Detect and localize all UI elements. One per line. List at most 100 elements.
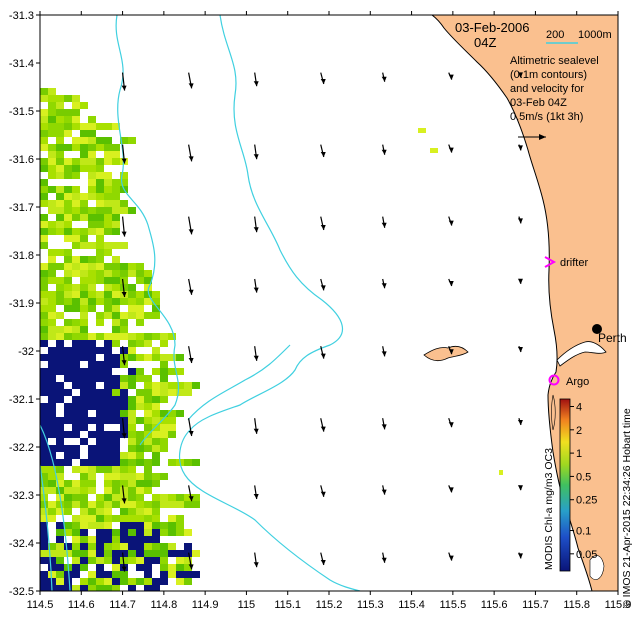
chl-pixel xyxy=(112,473,120,480)
chl-pixel xyxy=(56,228,64,235)
chl-pixel xyxy=(48,88,56,95)
chl-pixel xyxy=(72,522,80,529)
chl-pixel xyxy=(88,473,96,480)
map-date: 03-Feb-2006 xyxy=(455,20,529,35)
chl-pixel xyxy=(88,333,96,340)
x-tick-label: 114.7 xyxy=(109,599,136,611)
chl-pixel xyxy=(112,515,120,522)
chl-pixel xyxy=(96,585,104,591)
chl-pixel xyxy=(64,578,72,585)
chl-pixel xyxy=(176,354,184,361)
velocity-arrow xyxy=(253,346,259,361)
chl-pixel xyxy=(48,459,56,466)
chl-pixel xyxy=(48,102,56,109)
chl-pixel xyxy=(80,424,88,431)
chl-pixel xyxy=(80,557,88,564)
chl-pixel xyxy=(88,578,96,585)
chl-pixel xyxy=(64,347,72,354)
x-tick-label: 114.6 xyxy=(68,599,95,611)
chl-pixel xyxy=(64,158,72,165)
chl-pixel xyxy=(72,571,80,578)
chl-pixel xyxy=(144,333,152,340)
chl-pixel xyxy=(176,410,184,417)
chl-pixel xyxy=(136,543,144,550)
chl-pixel xyxy=(72,207,80,214)
chl-pixel xyxy=(80,235,88,242)
chl-pixel xyxy=(88,193,96,200)
chl-pixel xyxy=(40,578,48,585)
chl-pixel xyxy=(136,522,144,529)
chl-pixel xyxy=(128,305,136,312)
colorbar-ticks: 0.05 0.1 0.25 0.5 1 2 4 xyxy=(570,402,597,561)
velocity-arrow xyxy=(188,278,194,295)
chl-pixel xyxy=(128,438,136,445)
chl-pixel xyxy=(144,508,152,515)
velocity-arrow xyxy=(517,552,523,559)
chl-pixel xyxy=(48,424,56,431)
chl-pixel xyxy=(144,298,152,305)
chl-pixel xyxy=(112,291,120,298)
chl-pixel xyxy=(184,571,192,578)
chl-pixel xyxy=(40,522,48,529)
chl-pixel xyxy=(72,340,80,347)
chl-pixel xyxy=(40,515,48,522)
chl-pixel xyxy=(136,333,144,340)
chl-pixel xyxy=(96,571,104,578)
colorbar-tick-label: 0.5 xyxy=(576,471,591,483)
chl-pixel xyxy=(96,221,104,228)
chl-pixel xyxy=(80,200,88,207)
chl-pixel xyxy=(144,382,152,389)
chl-pixel xyxy=(96,123,104,130)
chl-pixel xyxy=(56,571,64,578)
chl-pixel xyxy=(80,123,88,130)
chl-pixel xyxy=(72,193,80,200)
chl-pixel xyxy=(40,291,48,298)
chl-pixel xyxy=(72,410,80,417)
chl-pixel xyxy=(48,277,56,284)
chl-pixel xyxy=(40,95,48,102)
chl-pixel xyxy=(160,438,168,445)
chl-pixel xyxy=(80,319,88,326)
chl-pixel xyxy=(72,284,80,291)
chl-pixel xyxy=(136,473,144,480)
chl-pixel xyxy=(104,186,112,193)
chl-pixel xyxy=(40,298,48,305)
velocity-arrow xyxy=(121,418,127,439)
chl-pixel xyxy=(64,116,72,123)
velocity-arrow xyxy=(320,144,326,158)
chl-pixel xyxy=(48,361,56,368)
x-tick-label: 114.9 xyxy=(192,599,219,611)
chl-pixel xyxy=(64,291,72,298)
chl-pixel xyxy=(160,424,168,431)
velocity-arrow xyxy=(121,216,127,237)
chl-pixel xyxy=(56,277,64,284)
chl-pixel xyxy=(40,193,48,200)
chl-pixel xyxy=(96,319,104,326)
axes: 114.5 114.6 114.7 114.8 114.9 115 115.1 115.2 11… xyxy=(9,10,631,611)
chl-pixel xyxy=(64,333,72,340)
chl-pixel xyxy=(48,396,56,403)
chl-pixel xyxy=(40,438,48,445)
chl-pixel xyxy=(144,480,152,487)
y-tick-label: -31.4 xyxy=(9,58,34,70)
velocity-arrow xyxy=(253,552,259,568)
chl-pixel xyxy=(88,165,96,172)
chl-pixel xyxy=(184,543,192,550)
chl-pixel xyxy=(56,214,64,221)
chl-pixel xyxy=(88,375,96,382)
chl-pixel xyxy=(104,277,112,284)
chl-pixel xyxy=(48,263,56,270)
chl-pixel xyxy=(128,368,136,375)
chl-pixel xyxy=(96,361,104,368)
chl-pixel xyxy=(56,102,64,109)
chl-pixel xyxy=(80,193,88,200)
chl-pixel xyxy=(152,578,160,585)
velocity-arrow xyxy=(448,72,454,80)
chl-pixel xyxy=(72,305,80,312)
chl-pixel xyxy=(168,564,176,571)
chl-pixel xyxy=(168,417,176,424)
chl-pixel xyxy=(120,403,128,410)
chl-pixel xyxy=(184,529,192,536)
chl-pixel xyxy=(136,536,144,543)
x-tick-label: 115.6 xyxy=(481,599,508,611)
